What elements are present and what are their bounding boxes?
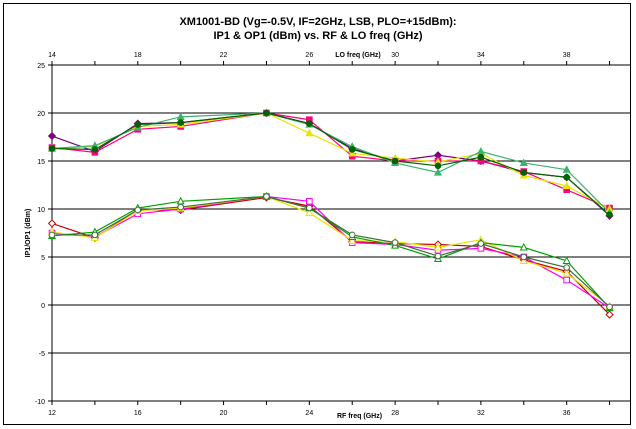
data-point [519,158,528,167]
data-point [477,240,485,247]
data-point [91,146,99,153]
data-point [519,242,528,251]
x2-tick-label: 38 [563,52,571,59]
x-tick-label: 24 [305,410,313,417]
chart-frame [3,3,631,425]
data-point [263,193,270,200]
data-point [520,169,528,176]
data-point [563,276,570,284]
chart-title-line-2: IP1 & OP1 (dBm) vs. RF & LO freq (GHz) [213,30,423,42]
x-tick-label: 12 [48,410,56,417]
y-tick-label: 15 [37,159,45,166]
y-tick-label: -10 [35,399,45,406]
data-point [519,256,528,264]
data-point [48,145,56,152]
data-point [563,264,570,271]
y-tick-label: 20 [37,111,45,118]
data-point [433,242,443,251]
y-tick-label: 25 [37,63,45,70]
data-point [306,198,313,205]
x2-tick-label: 30 [391,52,399,59]
y-tick-label: 5 [41,255,45,262]
x2-tick-label: 18 [134,52,142,59]
data-point [434,252,442,260]
data-point [520,253,528,261]
data-point [433,168,443,176]
data-point [91,231,99,239]
y-axis-label: IP1/OP1 (dBm) [25,209,32,258]
x2-axis-label: LO freq (GHz) [335,52,381,59]
data-point [305,208,314,216]
data-point [348,146,356,153]
data-point [562,181,571,190]
x-tick-label: 36 [563,410,571,417]
data-point [605,310,614,319]
data-point [47,131,57,141]
y-tick-label: 0 [41,303,45,310]
x-axis-label: RF freq (GHz) [337,413,382,420]
data-point [48,231,56,239]
y-tick-label: -5 [39,351,45,358]
data-point [263,109,270,117]
data-point [434,162,442,170]
data-point [305,128,314,137]
data-point [477,153,485,161]
x2-tick-label: 26 [305,52,313,59]
data-point [134,121,142,128]
data-point [306,120,313,127]
data-point [177,119,184,126]
x-tick-label: 32 [477,410,485,417]
y-tick-label: 10 [37,207,45,214]
data-point [563,174,570,181]
data-point [476,146,485,155]
data-point [306,204,313,212]
data-point [562,268,571,277]
chart-title-line-1: XM1001-BD (Vg=-0.5V, IF=2GHz, LSB, PLO=+… [179,16,457,28]
data-point [134,206,142,214]
x-tick-label: 28 [391,410,399,417]
data-point [391,239,399,246]
data-point [177,203,184,211]
data-point [606,211,613,219]
data-point [562,165,571,173]
data-point [606,303,613,311]
data-point [348,231,356,239]
data-point [348,148,357,157]
x2-tick-label: 22 [220,52,228,59]
x2-tick-label: 14 [48,52,56,59]
data-point [391,157,399,165]
x2-tick-label: 34 [477,52,485,59]
data-point [562,256,571,264]
x-tick-label: 16 [134,410,142,417]
x-tick-label: 20 [220,410,228,417]
data-point [47,219,57,228]
data-point [348,236,357,244]
